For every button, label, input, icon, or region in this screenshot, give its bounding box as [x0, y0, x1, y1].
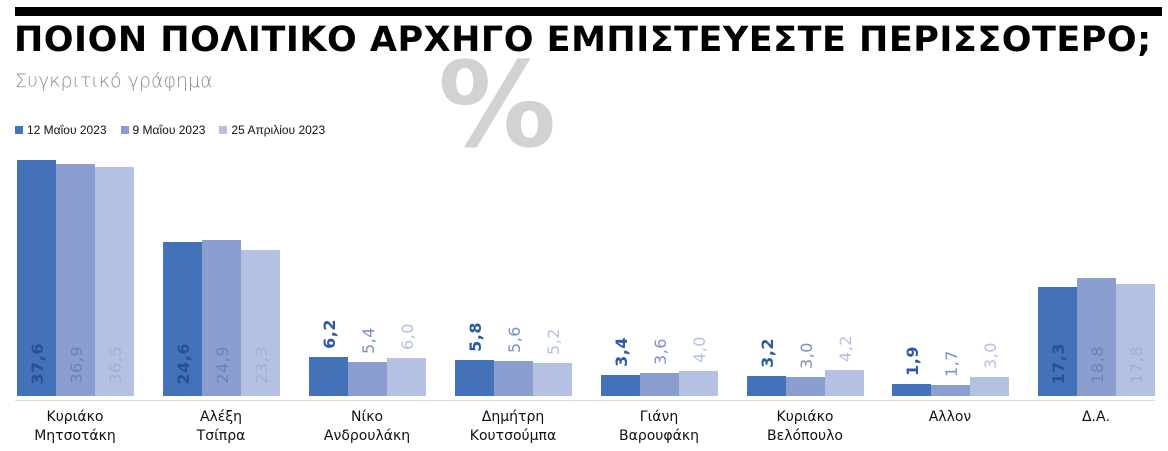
value-label: 17,8 [1127, 346, 1146, 384]
bar [95, 167, 134, 396]
legend-item: 12 Μαΐου 2023 [15, 123, 107, 137]
chart-title: ΠΟΙΟΝ ΠΟΛΙΤΙΚΟ ΑΡΧΗΓΟ ΕΜΠΙΣΤΕΥΕΣΤΕ ΠΕΡΙΣ… [14, 20, 1152, 60]
bar [241, 250, 280, 396]
category-label: Γιάνη Βαρουφάκη [589, 408, 729, 446]
category-label-line: Κυριάκο [46, 409, 104, 425]
bar [1116, 284, 1155, 396]
category-label: Δημήτρη Κουτσούμπα [443, 408, 583, 446]
category-label-line: Νίκο [350, 409, 384, 425]
bar [533, 363, 572, 396]
bar [309, 357, 348, 396]
category-label-line: Αλέξη [199, 409, 243, 425]
value-label: 4,2 [836, 335, 855, 362]
bar [892, 384, 931, 396]
value-label: 3,6 [651, 338, 670, 365]
category-label-line: Κουτσούμπα [469, 428, 557, 444]
value-label: 4,0 [690, 336, 709, 363]
value-label: 37,6 [28, 342, 47, 384]
bar [202, 240, 241, 396]
value-label: 1,9 [903, 346, 922, 376]
value-label: 23,3 [252, 346, 271, 384]
bar [970, 377, 1009, 396]
bar [825, 370, 864, 396]
category-label-line: Δ.Α. [1081, 409, 1111, 425]
bar-group: 24,6 24,9 23,3 Αλέξη Τσίπρα [163, 0, 280, 451]
bar [1038, 287, 1077, 396]
value-label: 18,8 [1088, 346, 1107, 384]
bar [387, 358, 426, 396]
category-label-line: Γιάνη [639, 409, 679, 425]
legend-item: 9 Μαΐου 2023 [120, 123, 206, 137]
top-rule [15, 7, 1162, 16]
bar-group: 17,3 18,8 17,8 Δ.Α. [1038, 0, 1155, 451]
bar [17, 160, 56, 396]
legend-swatch [15, 126, 23, 134]
category-label: Κυριάκο Μητσοτάκη [5, 408, 145, 446]
value-label: 5,8 [466, 322, 485, 352]
bar-group: 6,2 5,4 6,0 Νίκο Ανδρουλάκη [309, 0, 426, 451]
value-label: 3,0 [797, 342, 816, 369]
bar [163, 242, 202, 396]
category-label: Δ.Α. [1026, 408, 1166, 427]
category-label-line: Αλλον [928, 409, 972, 425]
category-label: Νίκο Ανδρουλάκη [297, 408, 437, 446]
value-label: 3,2 [758, 338, 777, 368]
bar [455, 360, 494, 396]
value-label: 36,5 [106, 346, 125, 384]
bar [679, 371, 718, 396]
category-label-line: Μητσοτάκη [34, 428, 116, 444]
bar-group: 5,8 5,6 5,2 Δημήτρη Κουτσούμπα [455, 0, 572, 451]
legend-label: 9 Μαΐου 2023 [132, 123, 206, 137]
category-label-line: Δημήτρη [481, 409, 545, 425]
category-label: Αλέξη Τσίπρα [151, 408, 291, 446]
value-label: 36,9 [67, 346, 86, 384]
category-label-line: Ανδρουλάκη [323, 428, 411, 444]
legend-item: 25 Απριλίου 2023 [219, 123, 325, 137]
x-axis-line [15, 400, 1155, 401]
value-label: 17,3 [1049, 342, 1068, 384]
value-label: 3,0 [981, 342, 1000, 369]
legend-swatch [219, 126, 228, 134]
value-label: 6,0 [398, 323, 417, 350]
category-label-line: Κυριάκο [776, 409, 834, 425]
bar [640, 373, 679, 396]
bar-group: 37,6 36,9 36,5 Κυριάκο Μητσοτάκη [17, 0, 134, 451]
value-label: 5,4 [359, 327, 378, 354]
legend: 12 Μαΐου 2023 9 Μαΐου 2023 25 Απριλίου 2… [15, 123, 325, 137]
bar-group: 3,4 3,6 4,0 Γιάνη Βαρουφάκη [601, 0, 718, 451]
bar [1077, 278, 1116, 396]
value-label: 24,6 [174, 342, 193, 384]
bar [348, 362, 387, 396]
category-label-line: Βαρουφάκη [619, 428, 699, 444]
bar [56, 164, 95, 396]
value-label: 5,2 [544, 328, 563, 355]
value-label: 1,7 [942, 350, 961, 377]
percent-watermark-icon: % [438, 36, 557, 174]
chart-subtitle: Συγκριτικό γράφημα [15, 70, 213, 92]
bar-group: 1,9 1,7 3,0 Αλλον [892, 0, 1009, 451]
legend-label: 25 Απριλίου 2023 [231, 123, 326, 137]
legend-swatch [120, 126, 129, 134]
category-label-line: Τσίπρα [196, 428, 246, 444]
value-label: 24,9 [213, 346, 232, 384]
category-label: Αλλον [880, 408, 1020, 427]
value-label: 3,4 [612, 337, 631, 367]
category-label: Κυριάκο Βελόπουλο [735, 408, 875, 446]
bar-group: 3,2 3,0 4,2 Κυριάκο Βελόπουλο [747, 0, 864, 451]
bar [494, 361, 533, 396]
bar [747, 376, 786, 396]
bar [601, 375, 640, 396]
value-label: 6,2 [320, 319, 339, 349]
legend-label: 12 Μαΐου 2023 [27, 123, 107, 137]
bar [931, 385, 970, 396]
value-label: 5,6 [505, 326, 524, 353]
bar [786, 377, 825, 396]
category-label-line: Βελόπουλο [767, 428, 843, 444]
